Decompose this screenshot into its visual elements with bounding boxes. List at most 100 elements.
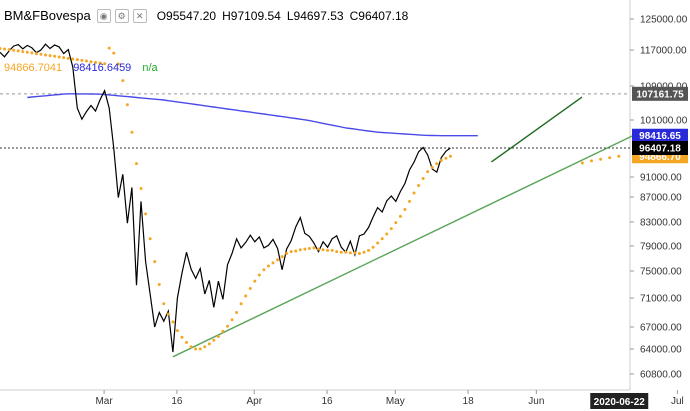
sar-dot xyxy=(280,255,284,259)
sar-dot xyxy=(162,302,166,306)
sar-dot xyxy=(144,212,148,216)
sar-dot xyxy=(34,52,38,56)
y-tick-label: 117000.00 xyxy=(640,46,687,57)
sar-dot xyxy=(276,258,280,262)
sar-dot xyxy=(444,156,448,160)
sar-dot xyxy=(253,279,257,283)
sar-dot xyxy=(435,162,439,166)
y-tick-label: 87000.00 xyxy=(640,193,682,204)
na-value: n/a xyxy=(142,62,158,74)
sar-dot xyxy=(266,264,270,268)
sar-dot xyxy=(216,335,220,339)
sar-dot xyxy=(107,46,111,50)
y-tick-label: 125000.00 xyxy=(640,15,688,26)
sar-dot xyxy=(48,54,52,58)
sar-dot xyxy=(98,61,102,65)
sar-dot xyxy=(271,261,275,265)
sar-dot xyxy=(235,311,239,314)
sar-dot xyxy=(16,49,20,53)
sar-dot xyxy=(289,250,293,254)
low-value: 94697.53 xyxy=(293,8,344,23)
sar-dot xyxy=(608,156,612,160)
sar-dot xyxy=(207,342,211,346)
sar-dot xyxy=(580,161,584,165)
sar-dot xyxy=(244,294,248,298)
y-tick-label: 71000.00 xyxy=(640,294,682,305)
sar-dot xyxy=(80,58,84,62)
y-tick-label: 67000.00 xyxy=(640,323,682,334)
sar-dot xyxy=(89,60,93,64)
eye-icon[interactable]: ◉ xyxy=(96,8,111,23)
sar-dot xyxy=(362,250,366,254)
sar-dot xyxy=(285,252,289,255)
ma-tag-bg xyxy=(632,128,688,143)
price-tag-bg xyxy=(632,140,688,155)
sar-dot xyxy=(353,251,357,255)
sar-dot xyxy=(130,130,134,134)
x-tick-label: May xyxy=(386,396,405,407)
x-tick-label: Apr xyxy=(246,396,262,407)
y-tick-label: 101000.00 xyxy=(640,116,688,127)
y-tick-label: 75000.00 xyxy=(640,267,682,278)
trend-line-light[interactable] xyxy=(172,135,633,358)
close-icon[interactable]: ✕ xyxy=(132,8,147,23)
x-tick-label: Mar xyxy=(95,396,113,407)
close-value: 96407.18 xyxy=(358,8,409,23)
current-date-label: 2020-06-22 xyxy=(594,397,646,408)
high-label: H xyxy=(222,8,231,23)
y-tick-label: 79000.00 xyxy=(640,242,682,253)
sar-dot xyxy=(203,345,207,349)
sar-dot xyxy=(317,247,320,251)
sar-dot xyxy=(189,345,193,349)
sar-dot xyxy=(262,268,266,272)
time-axis[interactable]: Mar 16 Apr 16 May 18 Jun Jul 2020-06-22 xyxy=(95,390,684,409)
sar-dot xyxy=(39,52,43,56)
sar-dot xyxy=(230,318,234,322)
sar-dot xyxy=(198,347,202,351)
sar-dot xyxy=(389,227,393,231)
sar-dot xyxy=(412,191,416,195)
sar-dot xyxy=(617,154,621,158)
sar-dot xyxy=(53,54,57,58)
sar-dot xyxy=(590,159,593,163)
price-line-series xyxy=(0,43,451,353)
sar-dot xyxy=(312,246,316,250)
sar-dot xyxy=(226,324,229,328)
open-label: O xyxy=(156,8,167,23)
trend-lines[interactable] xyxy=(172,96,633,358)
sar-dot xyxy=(125,103,129,107)
sar-dot xyxy=(344,250,348,254)
y-tick-label: 83000.00 xyxy=(640,218,682,229)
close-label: C xyxy=(349,8,359,23)
sar-dot xyxy=(599,157,603,161)
sar-dot xyxy=(335,250,339,254)
sar-dot xyxy=(166,312,170,316)
trend-line-dark[interactable] xyxy=(490,96,583,163)
sar-dot xyxy=(135,162,138,166)
sar-dot xyxy=(448,154,452,158)
sar-dot xyxy=(330,248,334,252)
sar-dot xyxy=(57,55,61,59)
sar-dot xyxy=(380,237,384,241)
sar-dot xyxy=(339,250,343,254)
y-tick-label: 64000.00 xyxy=(640,345,682,356)
settings-icon[interactable]: ⚙ xyxy=(114,8,129,23)
symbol-title[interactable]: BM&FBovespa xyxy=(4,8,91,23)
sar-dot xyxy=(121,79,125,83)
sar-dot xyxy=(357,252,361,255)
sar-dot xyxy=(94,60,98,64)
sar-dot xyxy=(430,165,434,169)
x-tick-label: 18 xyxy=(463,396,475,407)
sar-dot xyxy=(175,329,179,333)
sar-dot xyxy=(44,53,47,57)
sar-dot xyxy=(0,46,2,50)
sar-dot xyxy=(307,247,311,250)
sar-dot xyxy=(408,199,411,203)
level-tag-bg xyxy=(632,86,688,101)
price-tag-label: 96407.18 xyxy=(639,143,681,154)
sar-dot xyxy=(239,302,243,306)
